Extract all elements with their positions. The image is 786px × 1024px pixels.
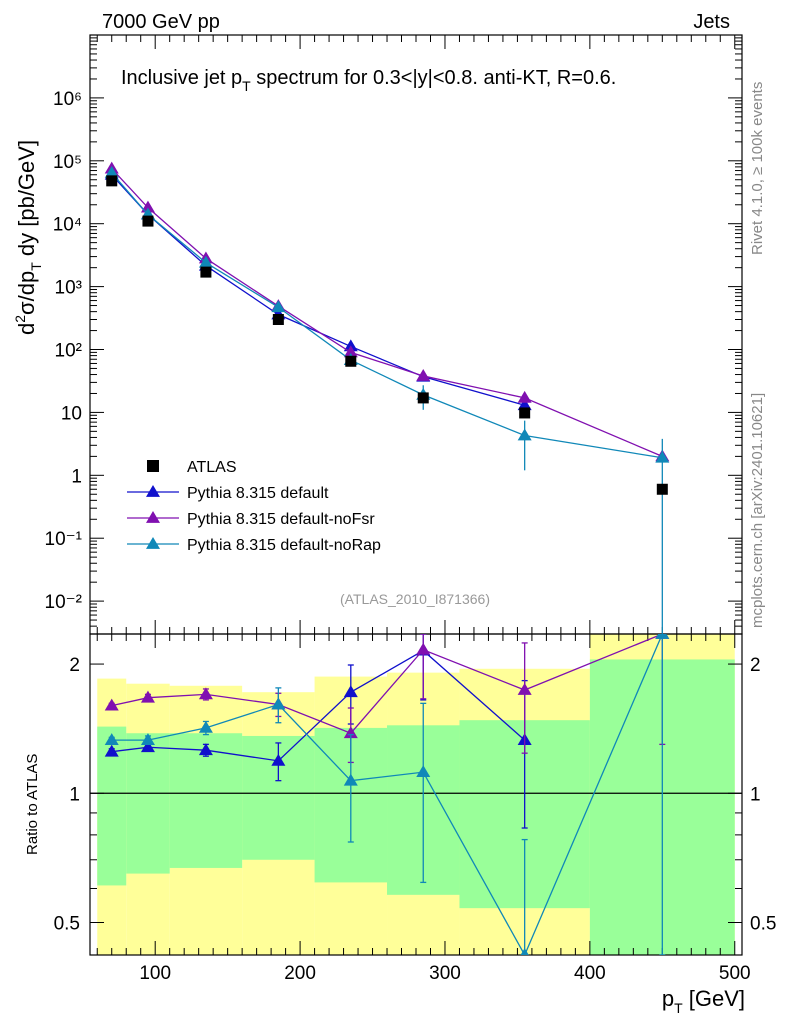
y-tick-label: 10² bbox=[55, 341, 82, 362]
ratio-line-2 bbox=[111, 634, 663, 955]
ratio-y-tick-label: 0.5 bbox=[54, 913, 80, 934]
y-tick-label: 10⁶ bbox=[53, 89, 82, 110]
ratio-series-layer bbox=[104, 634, 670, 955]
ratio-y-tick-label-right: 2 bbox=[750, 655, 761, 676]
legend-label: Pythia 8.315 default-noFsr bbox=[187, 511, 375, 528]
data-point bbox=[656, 483, 668, 495]
plot-title-suffix: spectrum for 0.3<|y|<0.8. anti-KT, R=0.6… bbox=[251, 67, 617, 89]
x-tick-label: 500 bbox=[719, 963, 751, 984]
data-point bbox=[200, 266, 212, 278]
ratio-point bbox=[655, 634, 670, 639]
series-line-1 bbox=[111, 168, 663, 457]
side-label-mcplots: mcplots.cern.ch [arXiv:2401.10621] bbox=[749, 393, 766, 628]
axes-frame bbox=[89, 34, 743, 956]
series-point bbox=[343, 339, 358, 352]
ratio-point bbox=[343, 685, 358, 698]
header-right: Jets bbox=[693, 11, 730, 33]
ratio-point bbox=[140, 740, 155, 753]
series-point bbox=[271, 300, 286, 313]
plot-title-sub: T bbox=[242, 78, 251, 94]
x-tick-label: 100 bbox=[139, 963, 171, 984]
y-tick-label: 10⁴ bbox=[53, 215, 82, 236]
ratio-uncertainty-bands bbox=[97, 634, 735, 955]
series-line-0 bbox=[111, 174, 525, 406]
data-point bbox=[519, 407, 531, 419]
data-point bbox=[345, 355, 357, 367]
plot-title-prefix: Inclusive jet p bbox=[121, 67, 242, 89]
series-point bbox=[198, 255, 213, 268]
data-point bbox=[106, 175, 118, 187]
ratio-point bbox=[416, 765, 431, 778]
series-point bbox=[517, 390, 532, 403]
ratio-point bbox=[140, 690, 155, 703]
ratio-y-tick-label-right: 1 bbox=[750, 784, 761, 805]
y-tick-label: 10⁻² bbox=[45, 592, 83, 613]
ratio-point bbox=[343, 773, 358, 786]
ratio-point bbox=[198, 687, 213, 700]
ratio-point bbox=[271, 753, 286, 766]
legend-marker-triangle bbox=[146, 537, 160, 549]
y-tick-label: 10⁵ bbox=[53, 152, 82, 173]
series-point bbox=[416, 368, 431, 381]
ratio-point bbox=[343, 726, 358, 739]
x-tick-label: 200 bbox=[284, 963, 316, 984]
series-line-2 bbox=[111, 172, 663, 459]
series-point bbox=[343, 345, 358, 358]
legend-label: Pythia 8.315 default-noRap bbox=[187, 537, 381, 554]
y-axis-label-main: d2σ/dpT dy [pb/GeV] bbox=[12, 140, 44, 335]
band-inner-bin-1 bbox=[126, 733, 170, 874]
ratio-y-tick-label-right: 0.5 bbox=[750, 913, 776, 934]
plot-title: Inclusive jet pT spectrum for 0.3<|y|<0.… bbox=[121, 67, 616, 94]
analysis-id: (ATLAS_2010_I871366) bbox=[340, 591, 490, 607]
series-point bbox=[517, 398, 532, 411]
data-point bbox=[142, 215, 154, 227]
legend: ATLAS Pythia 8.315 default Pythia 8.315 de… bbox=[127, 459, 381, 554]
ratio-point bbox=[140, 733, 155, 746]
ratio-point bbox=[198, 720, 213, 733]
y-tick-label: 10³ bbox=[55, 278, 82, 299]
series-point bbox=[517, 428, 532, 441]
data-point bbox=[417, 392, 429, 404]
legend-label: Pythia 8.315 default bbox=[187, 485, 329, 502]
series-layer bbox=[104, 161, 670, 634]
x-tick-label: 300 bbox=[429, 963, 461, 984]
ratio-point bbox=[198, 743, 213, 756]
y-tick-label: 1 bbox=[71, 466, 82, 487]
ratio-point bbox=[104, 744, 119, 757]
x-tick-label: 400 bbox=[574, 963, 606, 984]
side-label-rivet: Rivet 4.1.0, ≥ 100k events bbox=[749, 82, 766, 255]
series-point bbox=[655, 450, 670, 463]
legend-marker-square bbox=[147, 460, 159, 472]
ratio-point bbox=[271, 697, 286, 710]
legend-marker-triangle bbox=[146, 511, 160, 523]
data-point bbox=[272, 313, 284, 325]
ratio-point bbox=[104, 698, 119, 711]
ratio-y-tick-label: 1 bbox=[69, 784, 80, 805]
y-axis-label-ratio: Ratio to ATLAS bbox=[24, 754, 41, 855]
y-tick-label: 10 bbox=[61, 403, 82, 424]
series-point bbox=[104, 165, 119, 178]
y-tick-label: 10⁻¹ bbox=[45, 529, 83, 550]
ratio-point bbox=[104, 733, 119, 746]
legend-marker-triangle bbox=[146, 485, 160, 497]
legend-label: ATLAS bbox=[187, 459, 237, 476]
ratio-point bbox=[520, 948, 529, 955]
tick-labels: 100 200 300 400 50010⁻²10⁻¹11010²10³10⁴10⁵10… bbox=[45, 89, 777, 984]
ratio-line-1 bbox=[111, 634, 663, 735]
x-axis-label: pT [GeV] bbox=[662, 986, 745, 1016]
ratio-point bbox=[517, 683, 532, 695]
ratio-y-tick-label: 2 bbox=[69, 655, 80, 676]
header-left: 7000 GeV pp bbox=[102, 11, 220, 33]
ratio-point bbox=[416, 642, 431, 655]
